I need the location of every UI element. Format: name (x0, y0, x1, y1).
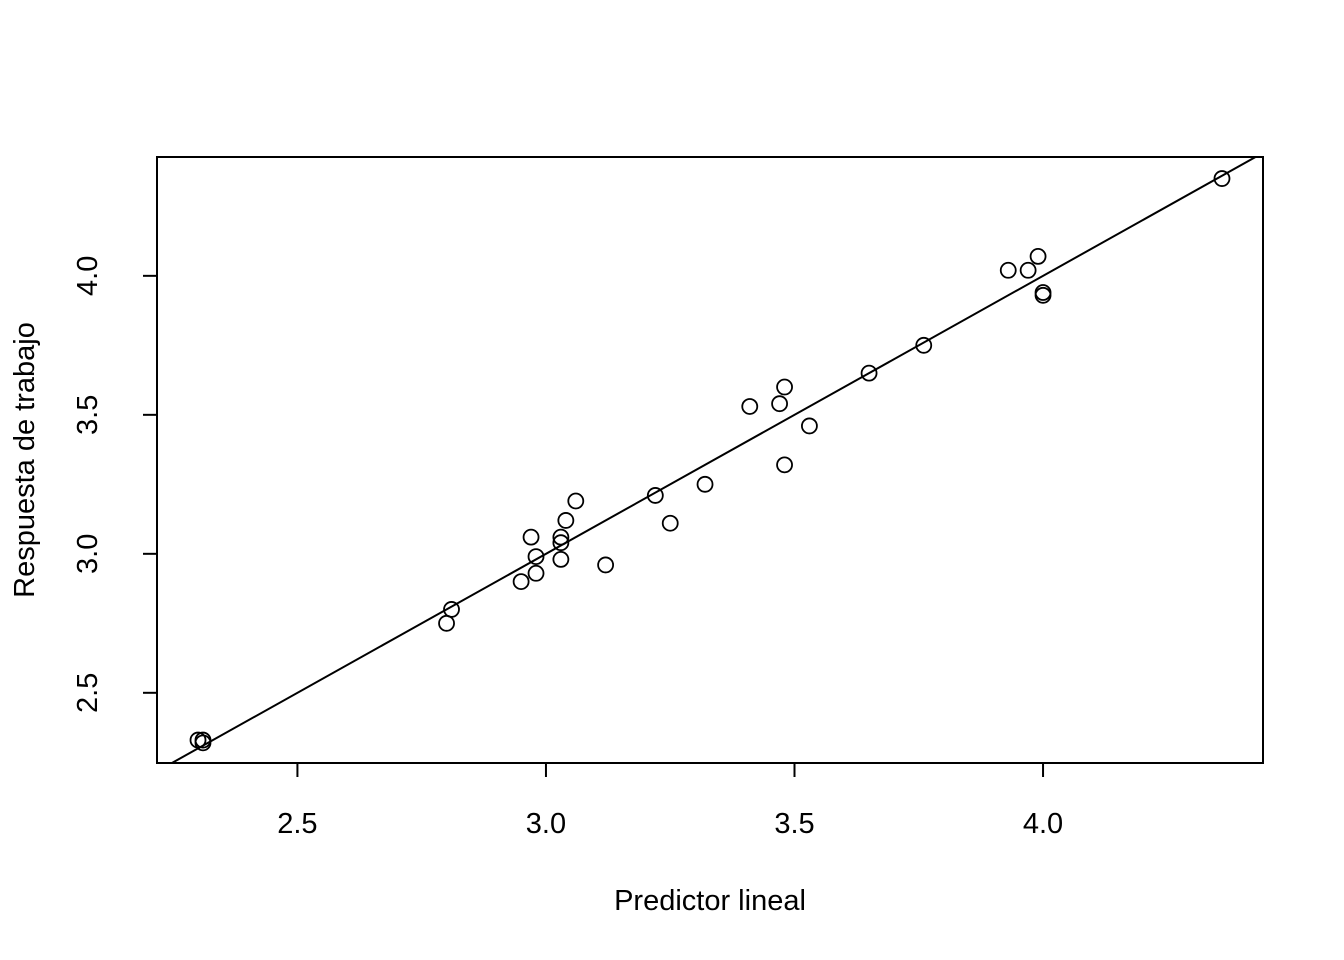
y-tick-label: 4.0 (72, 256, 104, 296)
reference-line (171, 156, 1257, 764)
data-point (443, 601, 460, 618)
x-axis-title: Predictor lineal (614, 885, 806, 917)
data-point (741, 398, 759, 415)
data-point (661, 514, 679, 532)
y-tick-label: 3.5 (72, 395, 104, 435)
data-point (438, 614, 455, 632)
data-point (552, 550, 570, 568)
x-tick-label: 3.0 (526, 808, 566, 840)
data-point (1213, 170, 1231, 187)
data-point (527, 548, 545, 565)
y-axis: 2.5 3.0 3.5 4.0 (72, 256, 158, 713)
data-point (552, 528, 570, 546)
y-axis-title: Respuesta de trabajo (9, 322, 41, 598)
data-point (1034, 286, 1052, 304)
data-point (860, 364, 878, 382)
x-axis: 2.5 3.0 3.5 4.0 (277, 762, 1063, 840)
y-tick-label: 2.5 (72, 673, 104, 713)
data-point (771, 395, 788, 413)
data-point (512, 573, 530, 591)
data-point (776, 378, 793, 396)
data-point (194, 731, 212, 749)
data-point (597, 556, 615, 574)
data-point (1019, 261, 1037, 279)
data-points (189, 170, 1231, 752)
y-tick-label: 3.0 (72, 534, 104, 574)
data-point (776, 456, 793, 474)
data-point (522, 528, 540, 546)
data-point (557, 512, 575, 529)
data-point (552, 534, 570, 552)
data-point (801, 417, 818, 435)
data-point (646, 487, 664, 504)
data-point (567, 492, 585, 510)
data-point (1029, 247, 1047, 265)
x-tick-label: 4.0 (1023, 808, 1063, 840)
x-tick-label: 3.5 (774, 808, 814, 840)
data-point (999, 261, 1017, 279)
data-point (527, 564, 545, 582)
data-point (696, 475, 714, 493)
x-tick-label: 2.5 (277, 808, 317, 840)
plot-frame (156, 156, 1264, 764)
data-point (915, 336, 933, 354)
